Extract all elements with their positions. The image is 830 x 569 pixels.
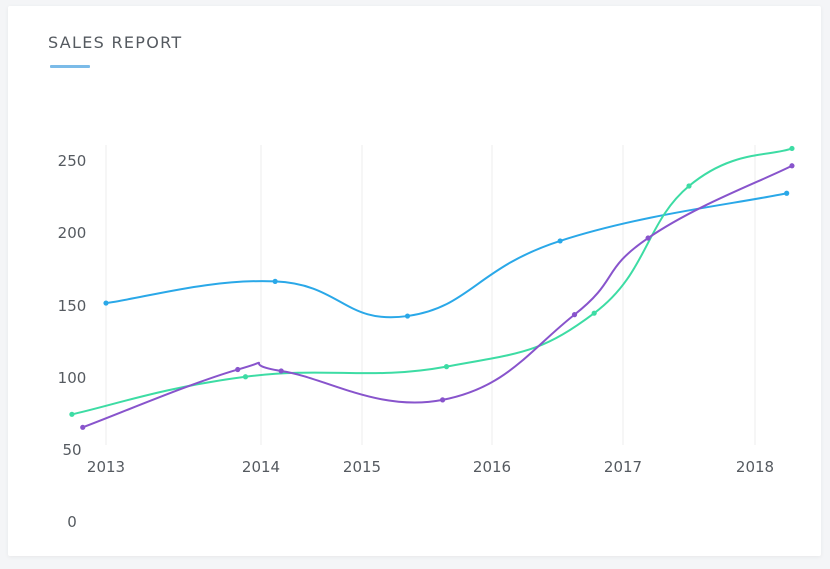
- data-point: [103, 300, 109, 306]
- series-2: [69, 145, 795, 417]
- title-underline: [50, 65, 90, 68]
- y-tick-label: 100: [58, 369, 87, 387]
- y-tick-label: 50: [62, 441, 81, 459]
- x-axis-ticks: 2013 2014 2015 2016 2017 2018: [87, 458, 774, 476]
- data-point: [235, 366, 241, 373]
- y-tick-label: 0: [67, 513, 77, 531]
- data-point: [789, 145, 795, 152]
- data-point: [278, 368, 284, 374]
- data-point: [404, 313, 411, 319]
- series-line: [105, 192, 788, 319]
- x-tick-label: 2016: [473, 458, 511, 476]
- series-line: [70, 147, 793, 416]
- data-point: [69, 411, 75, 417]
- data-point: [571, 312, 578, 318]
- series-1: [103, 190, 790, 319]
- x-tick-label: 2017: [604, 458, 642, 476]
- x-tick-label: 2013: [87, 458, 125, 476]
- card-title: SALES REPORT: [48, 33, 183, 52]
- series-line: [81, 164, 793, 429]
- y-tick-label: 250: [58, 152, 87, 170]
- data-point: [784, 190, 790, 196]
- data-point: [242, 374, 249, 380]
- data-point: [789, 163, 795, 169]
- data-point: [440, 397, 446, 403]
- y-tick-label: 150: [58, 297, 87, 315]
- x-tick-label: 2018: [736, 458, 774, 476]
- sales-report-card: SALES REPORT: [8, 6, 821, 556]
- data-point: [686, 183, 692, 189]
- data-point: [591, 310, 597, 316]
- y-tick-label: 200: [58, 224, 87, 242]
- data-point: [272, 278, 278, 284]
- data-point: [645, 235, 651, 241]
- x-tick-label: 2015: [343, 458, 381, 476]
- y-axis-ticks: 0 50 100 150 200 250: [58, 152, 87, 531]
- data-point: [557, 238, 563, 244]
- series-3: [80, 163, 795, 430]
- data-point: [443, 364, 450, 370]
- data-point: [80, 424, 86, 430]
- grid: [105, 145, 756, 445]
- x-tick-label: 2014: [242, 458, 280, 476]
- series: [69, 145, 795, 430]
